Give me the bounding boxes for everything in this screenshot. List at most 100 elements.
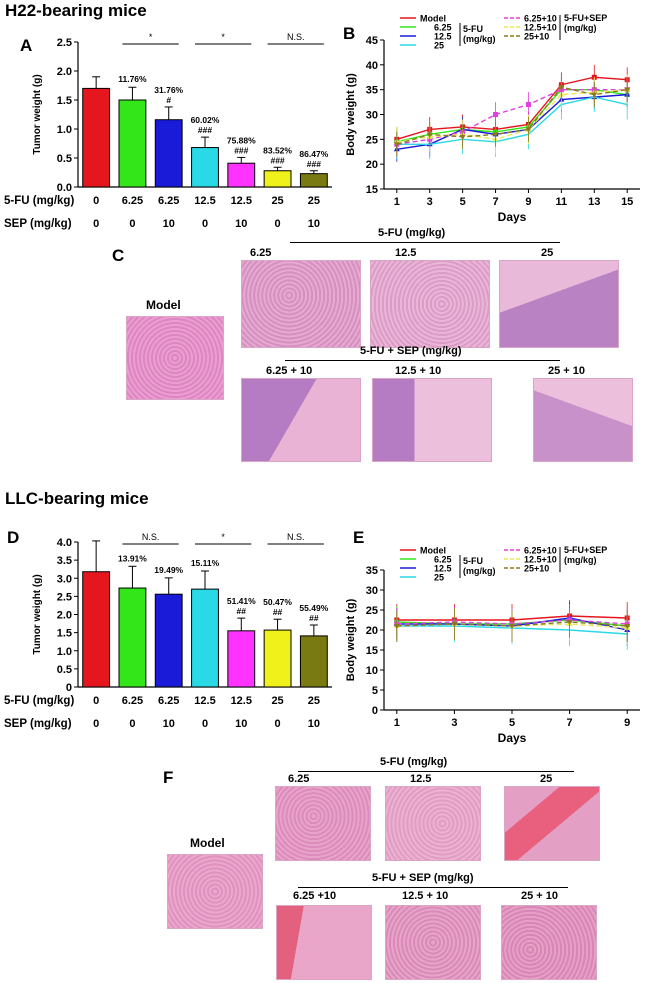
a-bar-2 [154, 119, 183, 188]
tissue-image-c-25-10 [533, 378, 633, 462]
a-ytick-5: 2.5 [57, 37, 72, 49]
b-xtick-0: 1 [394, 196, 400, 208]
e-xtick-4: 9 [624, 717, 630, 729]
a-compare-0: * [149, 32, 153, 42]
b-ytick-2: 25 [366, 134, 378, 146]
a-sig-4: ### [234, 145, 248, 155]
panel-f-label-2: 25 [540, 773, 553, 785]
a-ytick-2: 1.0 [57, 124, 72, 136]
d-pct-5: 50.47% [263, 597, 292, 607]
a-sig-5: ### [270, 155, 284, 165]
panel-c-label-3: 6.25 + 10 [266, 365, 313, 377]
e-legend-label-3: 25 [434, 573, 444, 583]
d-row1-0: 0 [93, 695, 99, 707]
b-point-6-5 [558, 85, 565, 91]
e-legend-label-5: 12.5+10 [524, 555, 557, 565]
e-legend-group1-a: 5-FU [463, 556, 483, 566]
e-xtick-1: 3 [451, 717, 457, 729]
e-point-6-0 [393, 624, 400, 629]
b-legend-group1-b: (mg/kg) [463, 34, 496, 44]
b-ytick-6: 45 [366, 35, 378, 47]
b-xtick-5: 11 [556, 196, 568, 208]
d-pct-3: 15.11% [191, 558, 220, 568]
b-xtick-2: 5 [460, 196, 466, 208]
d-row1-6: 25 [308, 695, 320, 707]
d-sig-4: ## [237, 606, 247, 616]
b-xtick-7: 15 [621, 196, 633, 208]
panel-letter-d: D [7, 528, 20, 547]
panel-letter-b: B [343, 24, 356, 43]
panel-c-label-1: 12.5 [395, 247, 417, 259]
d-bar-3 [191, 588, 219, 688]
b-series-4 [396, 88, 628, 145]
panel-c-label-2: 25 [541, 247, 554, 259]
panel-f-label-0: 6.25 [288, 773, 310, 785]
a-pct-6: 86.47% [299, 149, 328, 159]
d-row2-2: 10 [163, 718, 175, 730]
d-bar-1 [118, 587, 147, 688]
panel-f-bottom-header: 5-FU + SEP (mg/kg) [372, 872, 474, 884]
panel-f-top-header: 5-FU (mg/kg) [380, 756, 448, 768]
a-row1-5: 25 [271, 195, 283, 207]
d-bar-0 [82, 571, 111, 688]
e-point-6-1 [451, 622, 458, 627]
d-ylabel: Tumor weight (g) [32, 574, 43, 654]
e-xtick-2: 5 [509, 717, 515, 729]
a-row1-label: 5-FU (mg/kg) [4, 195, 74, 207]
b-series-3 [396, 96, 628, 146]
tissue-image-c-625-10 [241, 378, 361, 462]
b-xlabel: Days [498, 210, 527, 224]
a-row1-3: 12.5 [194, 195, 215, 207]
a-row2-5: 0 [275, 218, 281, 230]
d-row2-6: 10 [308, 718, 320, 730]
a-row2-0: 0 [93, 218, 99, 230]
e-ytick-0: 0 [372, 705, 378, 717]
panel-c-top-header: 5-FU (mg/kg) [378, 227, 446, 239]
tissue-image-c-125-10 [372, 378, 492, 462]
a-row2-label: SEP (mg/kg) [4, 218, 72, 230]
a-pct-5: 83.52% [263, 145, 292, 155]
e-ytick-1: 5 [372, 685, 378, 697]
b-point-4-3 [493, 112, 499, 117]
panel-f-model-label: Model [190, 836, 225, 850]
panel-c-label-0: 6.25 [250, 247, 272, 259]
e-ylabel: Body weight (g) [345, 598, 357, 681]
a-bar-5 [263, 170, 292, 188]
d-row1-5: 25 [271, 695, 283, 707]
e-legend-group1-b: (mg/kg) [463, 566, 496, 576]
e-point-6-3 [566, 620, 573, 625]
panel-c-label-5: 25 + 10 [548, 365, 586, 377]
tissue-image-f-625 [275, 786, 371, 861]
b-ytick-0: 15 [366, 184, 378, 196]
a-row2-6: 10 [308, 218, 320, 230]
a-ytick-1: 0.5 [57, 153, 72, 165]
a-row1-1: 6.25 [122, 195, 143, 207]
d-compare-2: N.S. [287, 532, 305, 542]
d-row2-4: 10 [235, 718, 247, 730]
b-ytick-5: 40 [366, 60, 378, 72]
b-xtick-6: 13 [588, 196, 600, 208]
d-row2-0: 0 [93, 718, 99, 730]
d-compare-1: * [221, 532, 225, 542]
section-title-llc: LLC-bearing mice [5, 489, 149, 508]
a-compare-1: * [221, 32, 225, 42]
d-ytick-6: 3.0 [57, 573, 72, 585]
b-legend-label-0: Model [420, 14, 446, 24]
d-row1-3: 12.5 [194, 695, 215, 707]
chart-a-tumor-weight: 0.0 0.5 1.0 1.5 2.0 2.5 Tumor weight (g) 0 0 11.7… [4, 32, 332, 230]
a-row1-0: 0 [93, 195, 99, 207]
d-bar-5 [263, 629, 292, 688]
panel-letter-e: E [353, 528, 365, 547]
e-legend-label-4: 6.25+10 [524, 546, 557, 556]
e-xtick-3: 7 [567, 717, 573, 729]
tissue-image-f-625-10 [276, 905, 372, 980]
d-bar-4 [227, 630, 256, 688]
b-ytick-4: 35 [366, 85, 378, 97]
a-sig-3: ### [198, 125, 212, 135]
b-point-6-1 [426, 132, 433, 138]
e-legend-label-6: 25+10 [524, 564, 549, 574]
a-ytick-4: 2.0 [57, 66, 72, 78]
tissue-image-c-125 [370, 260, 490, 348]
chart-d-tumor-weight: 0 0.5 1.0 1.5 2.0 2.5 3.0 3.5 4.0 Tumor weight (g… [4, 532, 332, 730]
d-compare-0: N.S. [142, 532, 160, 542]
